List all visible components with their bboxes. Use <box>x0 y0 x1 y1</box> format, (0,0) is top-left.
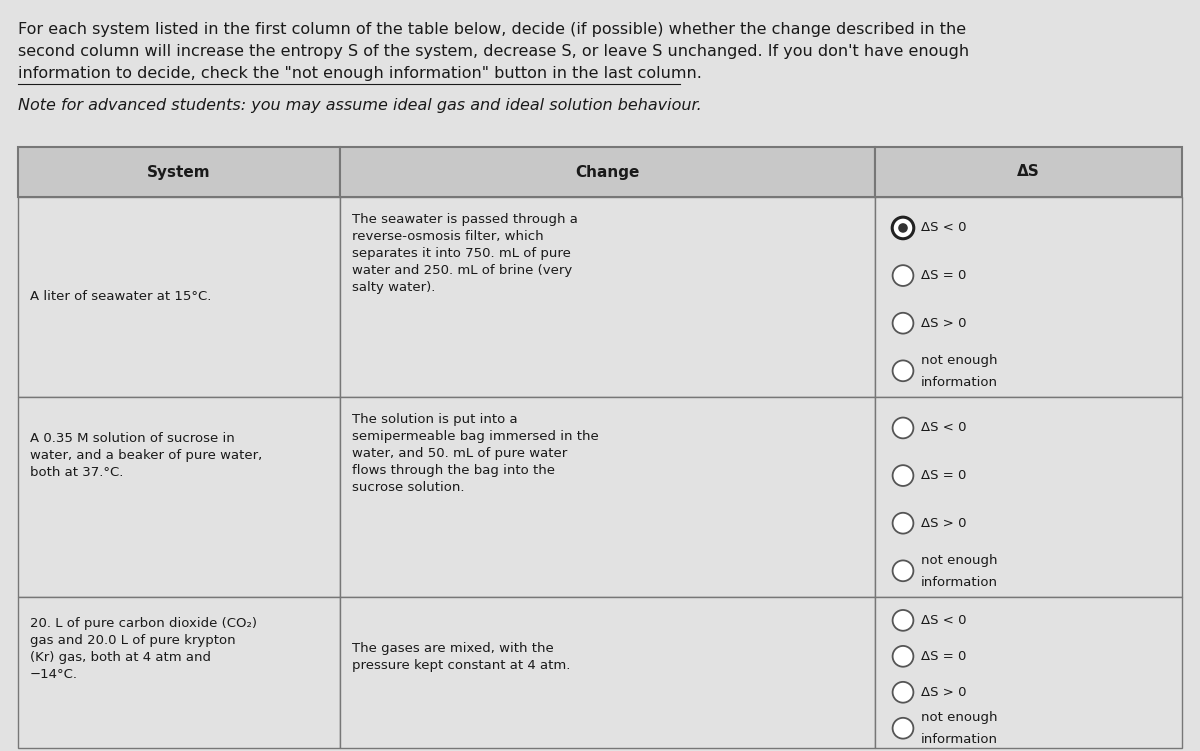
Bar <box>875 397 1182 597</box>
Text: semipermeable bag immersed in the: semipermeable bag immersed in the <box>352 430 599 443</box>
Text: ΔS < 0: ΔS < 0 <box>922 421 966 434</box>
Circle shape <box>893 513 913 534</box>
Circle shape <box>893 418 913 439</box>
Text: information: information <box>922 376 998 389</box>
Text: information: information <box>922 576 998 589</box>
Text: ΔS = 0: ΔS = 0 <box>922 469 966 482</box>
Text: ΔS = 0: ΔS = 0 <box>922 650 966 663</box>
Text: both at 37.°C.: both at 37.°C. <box>30 466 124 479</box>
Text: not enough: not enough <box>922 553 997 567</box>
Text: not enough: not enough <box>922 711 997 724</box>
Text: The solution is put into a: The solution is put into a <box>352 413 517 426</box>
Text: water, and a beaker of pure water,: water, and a beaker of pure water, <box>30 449 263 462</box>
Text: information to decide, check the "not enough information" button in the last col: information to decide, check the "not en… <box>18 66 702 81</box>
Text: ΔS < 0: ΔS < 0 <box>922 614 966 627</box>
Text: information: information <box>922 733 998 746</box>
Bar <box>18 597 340 748</box>
Circle shape <box>893 217 914 239</box>
Text: For each system listed in the first column of the table below, decide (if possib: For each system listed in the first colu… <box>18 22 966 37</box>
Text: Note for advanced students: you may assume ideal gas and ideal solution behaviou: Note for advanced students: you may assu… <box>18 98 702 113</box>
Circle shape <box>893 682 913 703</box>
Circle shape <box>893 718 913 739</box>
Text: flows through the bag into the: flows through the bag into the <box>352 464 554 477</box>
Text: (Kr) gas, both at 4 atm and: (Kr) gas, both at 4 atm and <box>30 651 211 664</box>
Text: not enough: not enough <box>922 354 997 366</box>
Text: reverse-osmosis filter, which: reverse-osmosis filter, which <box>352 230 544 243</box>
Bar <box>340 397 875 597</box>
Text: salty water).: salty water). <box>352 281 436 294</box>
Bar <box>340 197 875 397</box>
Text: A liter of seawater at 15°C.: A liter of seawater at 15°C. <box>30 291 211 303</box>
Text: −14°C.: −14°C. <box>30 668 78 681</box>
Text: gas and 20.0 L of pure krypton: gas and 20.0 L of pure krypton <box>30 634 235 647</box>
Bar <box>18 397 340 597</box>
Text: water, and 50. mL of pure water: water, and 50. mL of pure water <box>352 447 568 460</box>
Bar <box>875 597 1182 748</box>
Text: Change: Change <box>575 164 640 179</box>
Text: ΔS > 0: ΔS > 0 <box>922 686 966 698</box>
Bar <box>875 197 1182 397</box>
Bar <box>18 197 340 397</box>
Text: sucrose solution.: sucrose solution. <box>352 481 464 494</box>
Text: ΔS > 0: ΔS > 0 <box>922 317 966 330</box>
Text: pressure kept constant at 4 atm.: pressure kept constant at 4 atm. <box>352 659 570 672</box>
Text: separates it into 750. mL of pure: separates it into 750. mL of pure <box>352 247 571 260</box>
Text: second column will increase the entropy S of the system, decrease S, or leave S : second column will increase the entropy … <box>18 44 970 59</box>
Text: ΔS < 0: ΔS < 0 <box>922 222 966 234</box>
Text: A 0.35 M solution of sucrose in: A 0.35 M solution of sucrose in <box>30 432 235 445</box>
Text: ΔS > 0: ΔS > 0 <box>922 517 966 529</box>
Bar <box>340 597 875 748</box>
Circle shape <box>893 360 913 382</box>
Circle shape <box>893 646 913 667</box>
Bar <box>875 147 1182 197</box>
Circle shape <box>893 560 913 581</box>
Circle shape <box>898 223 908 233</box>
Text: The seawater is passed through a: The seawater is passed through a <box>352 213 578 226</box>
Text: The gases are mixed, with the: The gases are mixed, with the <box>352 642 553 655</box>
Circle shape <box>893 465 913 486</box>
Text: ΔS = 0: ΔS = 0 <box>922 269 966 282</box>
Text: System: System <box>148 164 211 179</box>
Circle shape <box>893 312 913 333</box>
Text: ΔS: ΔS <box>1018 164 1040 179</box>
Circle shape <box>893 610 913 631</box>
Bar <box>340 147 875 197</box>
Text: 20. L of pure carbon dioxide (CO₂): 20. L of pure carbon dioxide (CO₂) <box>30 617 257 630</box>
Circle shape <box>893 265 913 286</box>
Bar <box>18 147 340 197</box>
Text: water and 250. mL of brine (very: water and 250. mL of brine (very <box>352 264 572 277</box>
